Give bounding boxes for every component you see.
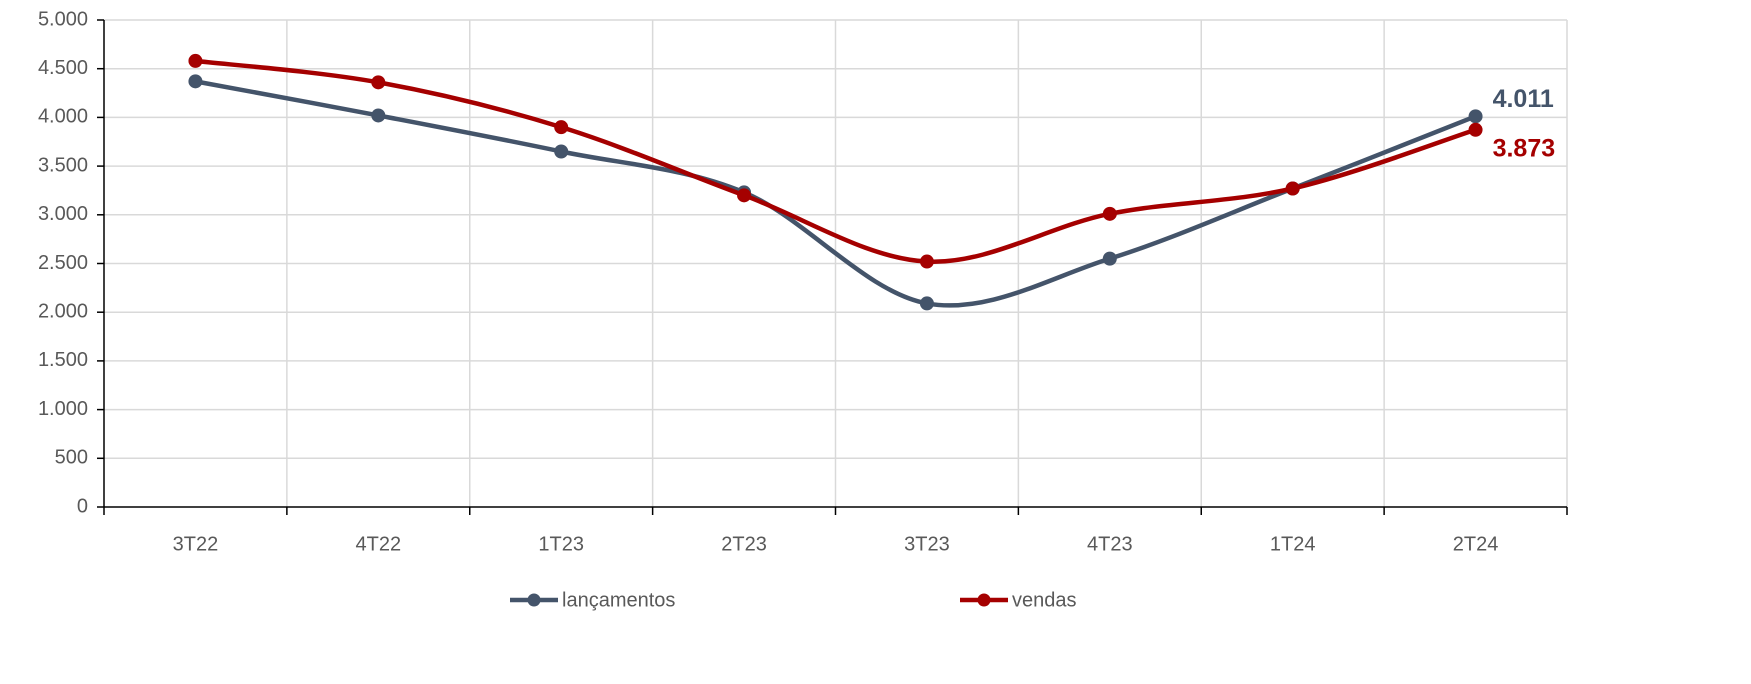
legend-label: lançamentos (562, 589, 675, 611)
marker (1102, 206, 1117, 221)
marker (919, 254, 934, 269)
marker (1285, 181, 1300, 196)
y-tick-label: 3.500 (38, 154, 88, 176)
y-tick-label: 500 (55, 447, 88, 469)
marker (737, 188, 752, 203)
x-tick-label: 1T23 (538, 533, 584, 555)
y-tick-label: 4.000 (38, 106, 88, 128)
marker (1468, 122, 1483, 137)
x-tick-label: 3T22 (173, 533, 219, 555)
marker (371, 108, 386, 123)
x-tick-label: 4T22 (356, 533, 402, 555)
y-tick-label: 2.500 (38, 252, 88, 274)
y-tick-label: 3.000 (38, 203, 88, 225)
x-tick-label: 1T24 (1270, 533, 1316, 555)
data-label: 3.873 (1493, 134, 1556, 162)
x-tick-label: 3T23 (904, 533, 950, 555)
x-tick-label: 2T23 (721, 533, 767, 555)
line (195, 79, 1477, 308)
marker (188, 74, 203, 89)
x-tick-label: 2T24 (1453, 533, 1499, 555)
y-tick-label: 1.500 (38, 349, 88, 371)
legend-marker (527, 593, 541, 607)
line (195, 58, 1477, 264)
marker (371, 75, 386, 90)
x-tick-label: 4T23 (1087, 533, 1133, 555)
marker (919, 296, 934, 311)
y-tick-label: 0 (77, 495, 88, 517)
marker (554, 120, 569, 135)
y-tick-label: 4.500 (38, 57, 88, 79)
y-tick-label: 2.000 (38, 300, 88, 322)
marker (188, 53, 203, 68)
legend-marker (977, 593, 991, 607)
y-tick-label: 5.000 (38, 8, 88, 30)
marker (1102, 251, 1117, 266)
legend-label: vendas (1012, 589, 1077, 611)
marker (1468, 109, 1483, 124)
y-tick-label: 1.000 (38, 398, 88, 420)
marker (554, 144, 569, 159)
data-label: 4.011 (1493, 85, 1554, 113)
